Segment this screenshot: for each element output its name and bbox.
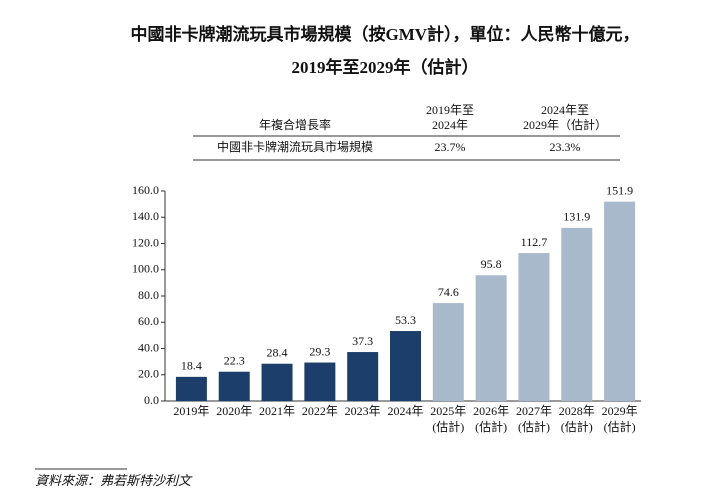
table-cell: 23.7% [435, 140, 466, 154]
value-label: 112.7 [521, 235, 548, 249]
value-label: 28.4 [267, 345, 288, 359]
y-tick-label: 140.0 [132, 209, 159, 223]
table-header: 2029年（估計） [523, 117, 607, 132]
table-header: 2019年至 [426, 103, 474, 117]
value-label: 74.6 [438, 285, 459, 299]
bar [432, 303, 464, 401]
chart-title: 中國非卡牌潮流玩具市場規模（按GMV計），單位：人民幣十億元， [130, 24, 639, 44]
value-label: 95.8 [481, 257, 502, 271]
x-tick-label: 2024年 [387, 404, 423, 418]
x-tick-label: 2022年 [302, 404, 338, 418]
bar [518, 253, 550, 401]
y-tick-label: 20.0 [138, 367, 159, 381]
value-label: 29.3 [309, 344, 330, 358]
source-note: 資料來源：弗若斯特沙利文 [35, 473, 193, 488]
y-tick-label: 0.0 [144, 393, 159, 407]
y-tick-label: 40.0 [138, 340, 159, 354]
x-tick-label: 2023年 [345, 404, 381, 418]
x-tick-label: 2028年 [559, 404, 595, 418]
bar [604, 201, 636, 401]
table-header: 2024年 [432, 118, 468, 132]
x-tick-label: 2029年 [602, 404, 638, 418]
bar [347, 352, 379, 401]
bar [390, 331, 421, 401]
x-tick-label: 2025年 [430, 404, 466, 418]
x-tick-label: 2019年 [173, 404, 209, 418]
y-tick-label: 160.0 [132, 183, 159, 197]
value-label: 53.3 [395, 313, 416, 327]
x-tick-label: (估計) [432, 419, 464, 434]
y-tick-label: 60.0 [138, 314, 159, 328]
bar [175, 376, 207, 401]
y-tick-label: 120.0 [132, 235, 159, 249]
x-tick-label: 2027年 [516, 404, 552, 418]
bar [475, 275, 507, 401]
value-label: 151.9 [606, 183, 633, 197]
x-tick-label: 2021年 [259, 404, 295, 418]
y-tick-label: 80.0 [138, 288, 159, 302]
x-tick-label: (估計) [604, 419, 636, 434]
value-label: 22.3 [224, 353, 245, 367]
x-tick-label: (估計) [475, 419, 507, 434]
x-tick-label: (估計) [561, 419, 593, 434]
value-label: 131.9 [563, 210, 590, 224]
chart-subtitle: 2019年至2029年（估計） [292, 57, 479, 77]
table-header: 年複合增長率 [259, 117, 331, 132]
bar [304, 362, 336, 401]
bar [261, 363, 293, 401]
x-tick-label: 2020年 [216, 404, 252, 418]
table-cell: 23.3% [550, 140, 581, 154]
table-header: 2024年至 [541, 103, 589, 117]
x-tick-label: 2026年 [473, 404, 509, 418]
table-cell: 中國非卡牌潮流玩具市場規模 [217, 139, 373, 154]
bar [561, 227, 593, 401]
value-label: 18.4 [181, 359, 202, 373]
y-tick-label: 100.0 [132, 262, 159, 276]
x-tick-label: (估計) [518, 419, 550, 434]
value-label: 37.3 [352, 334, 373, 348]
bar [218, 371, 250, 401]
